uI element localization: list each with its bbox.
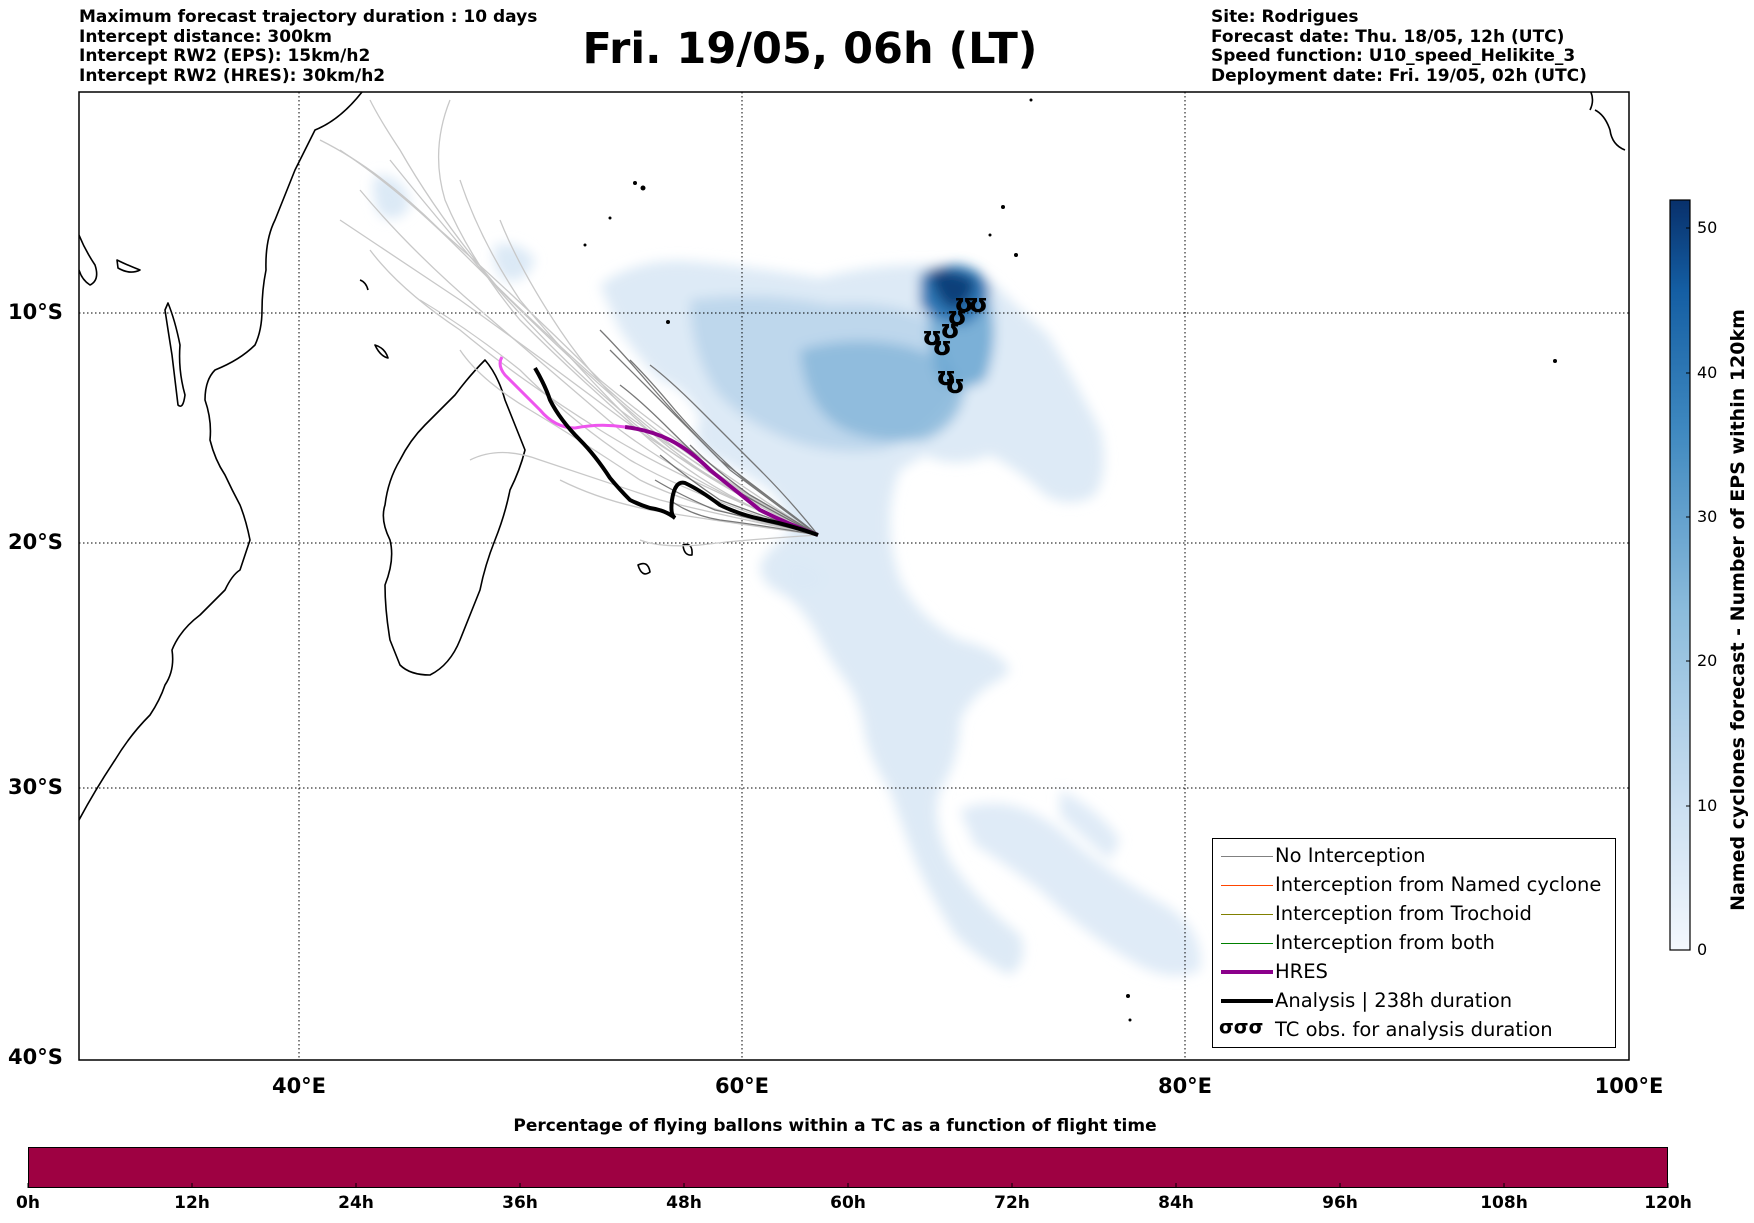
hres-track — [624, 425, 819, 537]
legend-label: HRES — [1275, 960, 1328, 983]
pbar-label-0h: 0h — [16, 1193, 40, 1213]
colorbar-tick-10: 10 — [1697, 796, 1718, 815]
density-field — [373, 175, 1201, 976]
page-title: Fri. 19/05, 06h (LT) — [582, 24, 1038, 74]
colorbar-ticks — [1686, 227, 1690, 951]
svg-text:ʊ: ʊ — [936, 362, 956, 392]
max-duration-text: Maximum forecast trajectory duration : 1… — [79, 7, 538, 27]
legend-item-named-cyclone: Interception from Named cyclone — [1213, 872, 1615, 898]
progress-bar-title: Percentage of flying ballons within a TC… — [513, 1116, 1157, 1136]
legend-item-tc-obs: σσσ TC obs. for analysis duration — [1213, 1016, 1615, 1043]
legend-label: Interception from Named cyclone — [1275, 873, 1602, 896]
pbar-label-108h: 108h — [1480, 1193, 1528, 1213]
colorbar-tick-30: 30 — [1697, 507, 1718, 526]
lat-label-10s: 10°S — [8, 300, 63, 324]
pbar-label-36h: 36h — [502, 1193, 538, 1213]
small-islands — [583, 98, 1557, 1022]
legend-label: TC obs. for analysis duration — [1275, 1018, 1553, 1041]
legend-item-no-interception: No Interception — [1213, 843, 1615, 869]
svg-text:ʊ: ʊ — [932, 332, 952, 362]
lon-label-100e: 100°E — [1594, 1074, 1664, 1098]
hres-track-early — [498, 356, 626, 430]
legend-item-hres: HRES — [1213, 959, 1615, 985]
svg-text:ʊ: ʊ — [968, 289, 988, 319]
pbar-label-60h: 60h — [830, 1193, 866, 1213]
lon-label-60e: 60°E — [714, 1074, 770, 1098]
legend-label: No Interception — [1275, 844, 1426, 867]
map-frame — [78, 91, 1630, 1061]
legend-item-both: Interception from both — [1213, 930, 1615, 956]
legend-label: Interception from Trochoid — [1275, 902, 1532, 925]
header-left-info: Maximum forecast trajectory duration : 1… — [79, 7, 538, 86]
lon-label-80e: 80°E — [1157, 1074, 1213, 1098]
legend-label: Analysis | 238h duration — [1275, 989, 1513, 1012]
svg-text:ʊ: ʊ — [945, 370, 965, 400]
lat-label-30s: 30°S — [8, 775, 63, 799]
svg-text:ʊ: ʊ — [954, 289, 974, 319]
pbar-label-96h: 96h — [1322, 1193, 1358, 1213]
pbar-label-72h: 72h — [994, 1193, 1030, 1213]
legend-label: Interception from both — [1275, 931, 1495, 954]
speed-function-text: Speed function: U10_speed_Helikite_3 — [1211, 46, 1576, 66]
pbar-label-84h: 84h — [1158, 1193, 1194, 1213]
colorbar-tick-50: 50 — [1697, 218, 1718, 237]
deployment-date-text: Deployment date: Fri. 19/05, 02h (UTC) — [1211, 65, 1587, 86]
colorbar-title: Named cyclones forecast - Number of EPS … — [1727, 309, 1749, 911]
pbar-label-120h: 120h — [1644, 1193, 1692, 1213]
forecast-date-text: Forecast date: Thu. 18/05, 12h (UTC) — [1211, 26, 1565, 47]
map-legend: No Interception Interception from Named … — [1212, 838, 1616, 1048]
lat-label-20s: 20°S — [8, 530, 63, 554]
svg-text:ʊ: ʊ — [922, 322, 942, 352]
colorbar-tick-40: 40 — [1697, 363, 1718, 382]
intercept-distance-text: Intercept distance: 300km — [79, 26, 332, 47]
pbar-label-48h: 48h — [666, 1193, 702, 1213]
header-right-info: Site: Rodrigues Forecast date: Thu. 18/0… — [1211, 7, 1587, 86]
lon-label-40e: 40°E — [271, 1074, 327, 1098]
tc-obs-symbol-icon: σσσ — [1219, 1016, 1264, 1038]
legend-item-trochoid: Interception from Trochoid — [1213, 901, 1615, 927]
density-colorbar — [1669, 199, 1691, 951]
analysis-track — [533, 366, 819, 537]
intercept-eps-text: Intercept RW2 (EPS): 15km/h2 — [79, 46, 371, 66]
tc-obs-markers: ʊ ʊ ʊ ʊ ʊ ʊ ʊ ʊ — [922, 289, 988, 400]
colorbar-tick-20: 20 — [1697, 651, 1718, 670]
intercept-hres-text: Intercept RW2 (HRES): 30km/h2 — [79, 65, 386, 86]
colorbar-tick-0: 0 — [1697, 940, 1708, 959]
svg-text:ʊ: ʊ — [940, 315, 960, 345]
graticule — [79, 92, 1629, 1060]
site-text: Site: Rodrigues — [1211, 7, 1359, 27]
coastlines — [79, 92, 1626, 821]
legend-item-analysis: Analysis | 238h duration — [1213, 988, 1615, 1014]
pbar-label-12h: 12h — [174, 1193, 210, 1213]
lat-label-40s: 40°S — [8, 1045, 63, 1069]
svg-text:ʊ: ʊ — [947, 302, 967, 332]
pbar-label-24h: 24h — [338, 1193, 374, 1213]
